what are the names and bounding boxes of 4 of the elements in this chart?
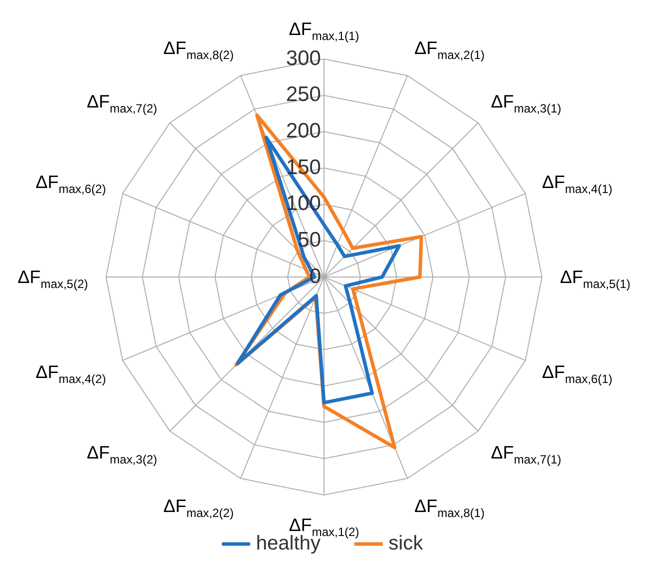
y-tick-label: 200	[286, 119, 321, 142]
y-tick-label: 300	[286, 46, 321, 70]
y-tick-label: 250	[286, 83, 321, 106]
legend-label: sick	[388, 532, 424, 555]
